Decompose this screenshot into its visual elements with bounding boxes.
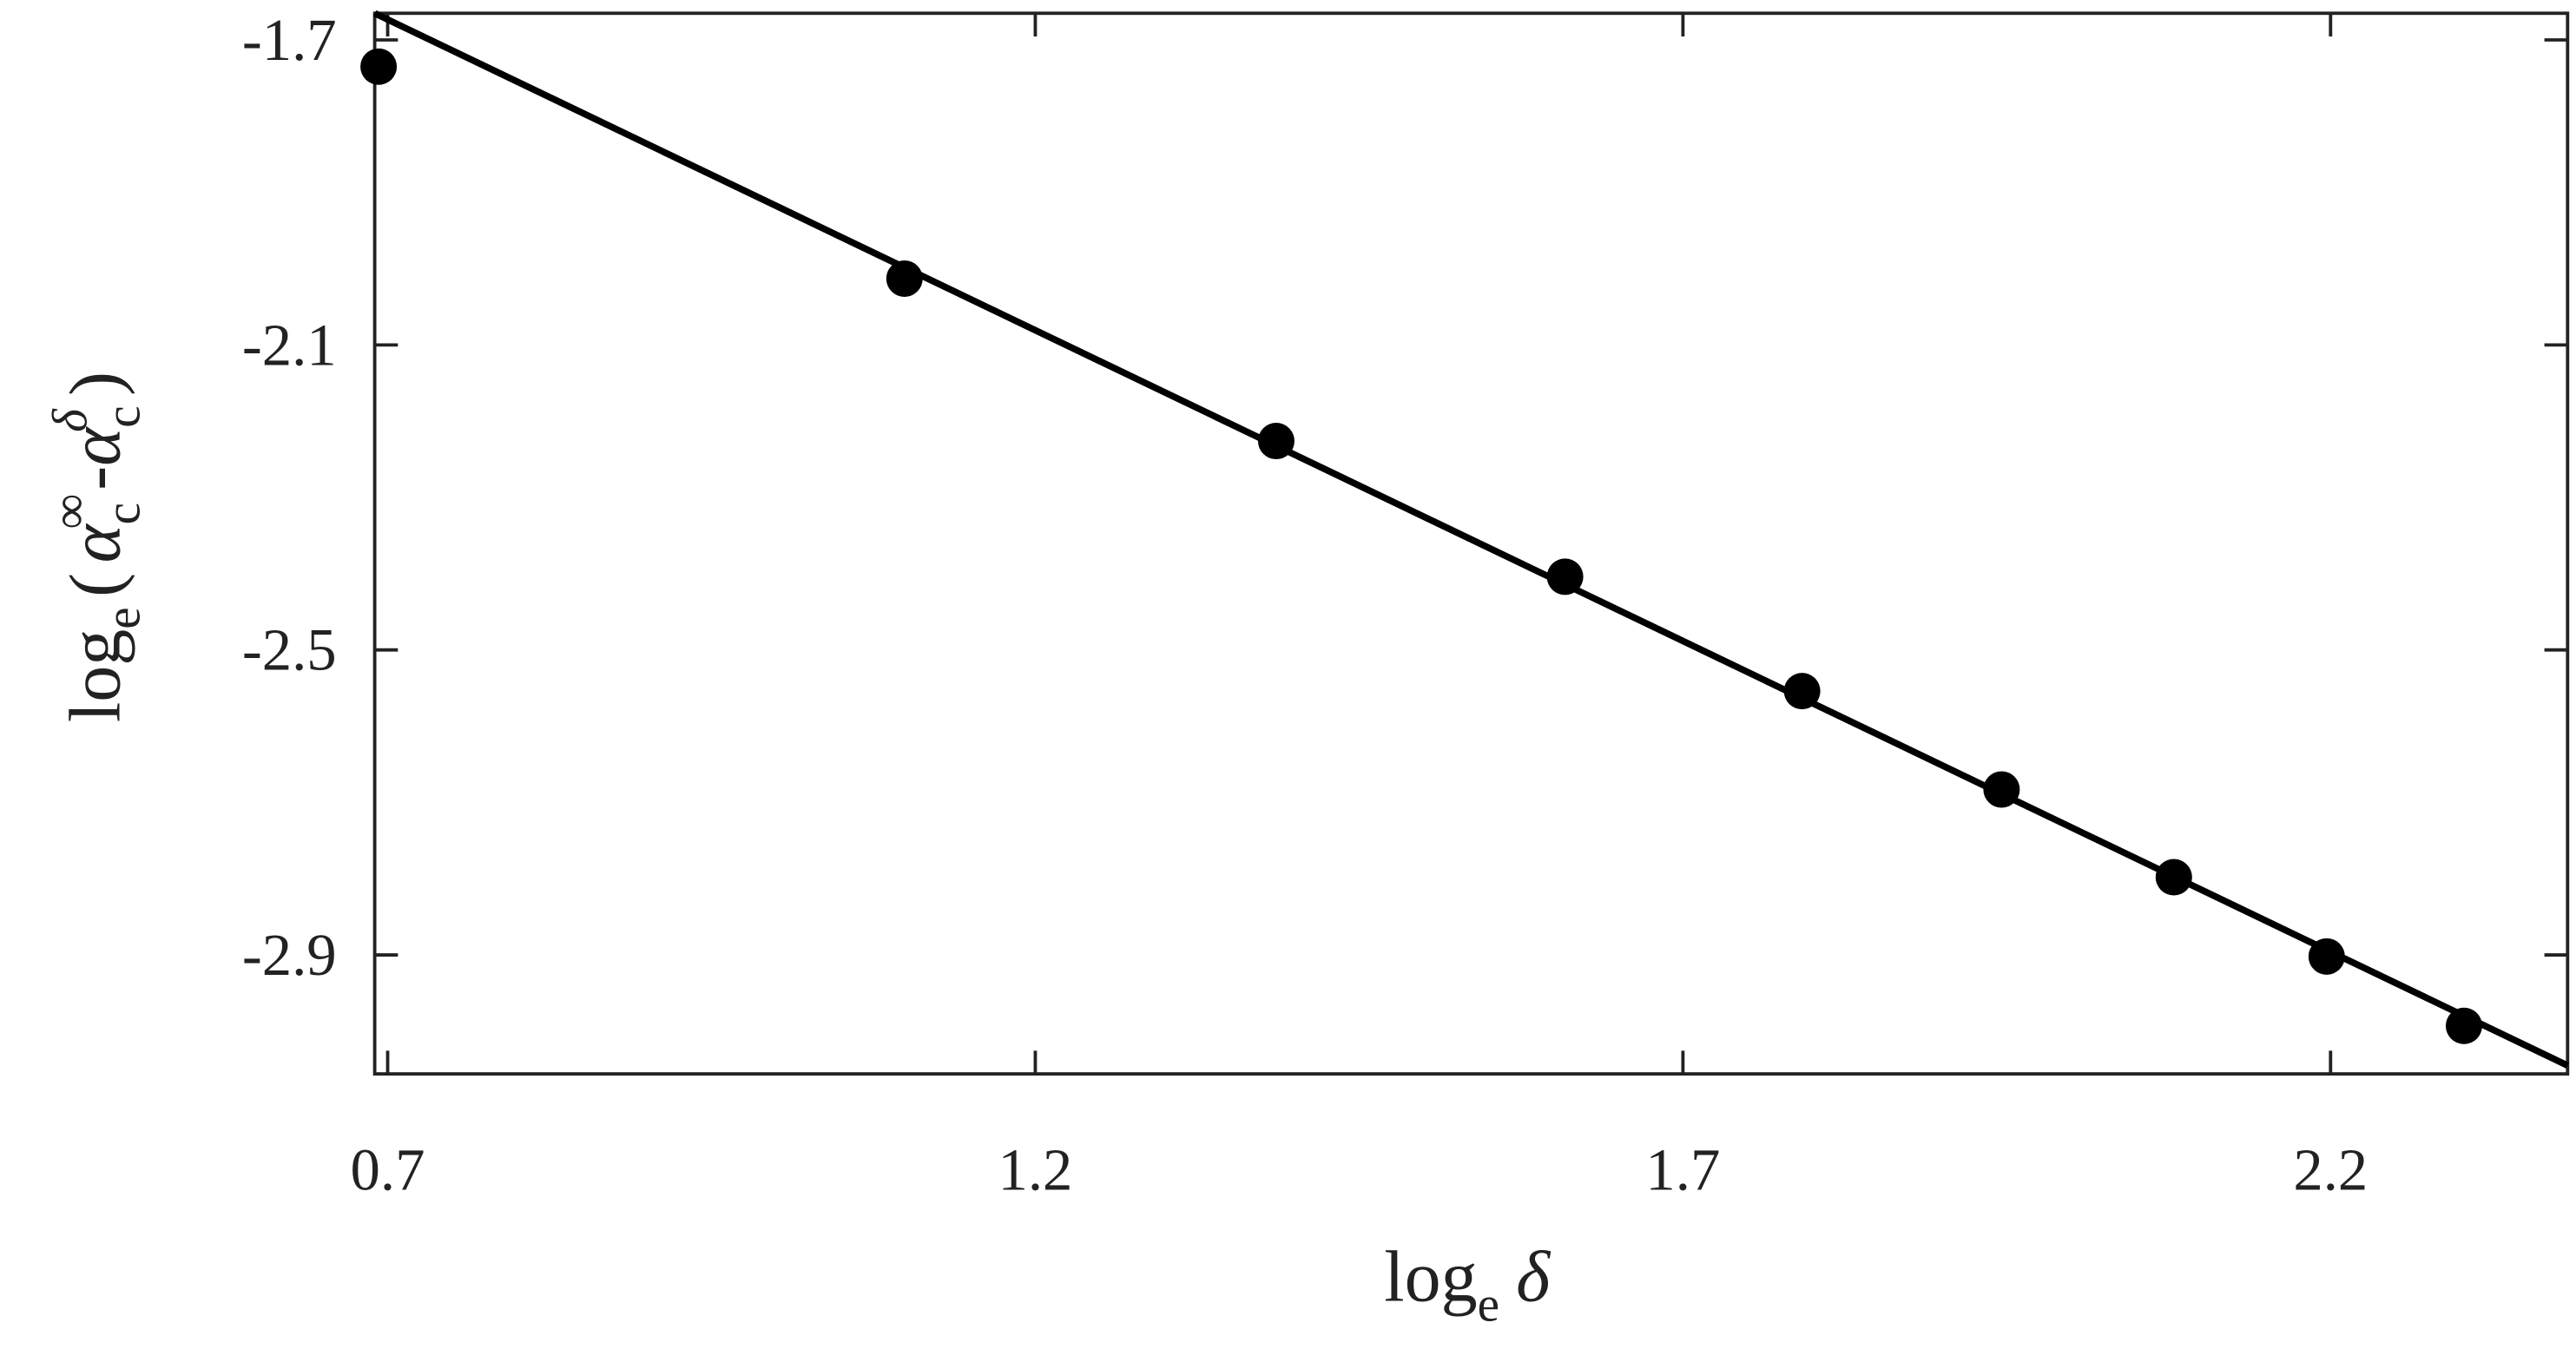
label-part: α <box>56 426 136 466</box>
data-point <box>2445 1007 2482 1044</box>
y-tick-label: -2.9 <box>242 922 337 988</box>
label-part: ∞ <box>43 494 97 530</box>
data-point <box>2308 938 2345 975</box>
label-part: δ <box>1516 1237 1552 1318</box>
x-axis-label: loge δ <box>1384 1237 1552 1333</box>
y-tick-label: -2.1 <box>242 312 337 378</box>
data-point <box>1257 423 1295 460</box>
label-part: log <box>1384 1237 1477 1318</box>
label-part: ( <box>56 573 136 597</box>
data-point <box>1983 771 2020 808</box>
label-part: log <box>56 629 136 722</box>
label-part: e <box>96 607 151 628</box>
y-axis-label: loge(αc∞-αcδ) <box>43 372 150 722</box>
label-part: δ <box>43 408 97 432</box>
data-point <box>1783 673 1821 710</box>
plot-frame <box>372 11 2570 1076</box>
x-tick-label: 0.7 <box>351 1137 425 1203</box>
x-tick-label: 1.7 <box>1645 1137 1720 1203</box>
y-tick-label: -2.5 <box>242 617 337 683</box>
label-part: e <box>1478 1278 1499 1333</box>
fit-line <box>372 10 2569 1069</box>
data-point <box>1546 558 1584 596</box>
x-tick-label: 2.2 <box>2293 1137 2368 1203</box>
label-part: c <box>96 503 151 524</box>
y-tick-label: -1.7 <box>242 7 337 73</box>
label-part: ) <box>56 372 136 396</box>
label-part: c <box>96 405 151 427</box>
label-part: α <box>56 523 136 563</box>
label-part: - <box>56 466 136 490</box>
x-tick-label: 1.2 <box>998 1137 1072 1203</box>
data-point <box>360 48 398 85</box>
data-point <box>886 260 923 297</box>
data-point <box>2155 859 2192 896</box>
